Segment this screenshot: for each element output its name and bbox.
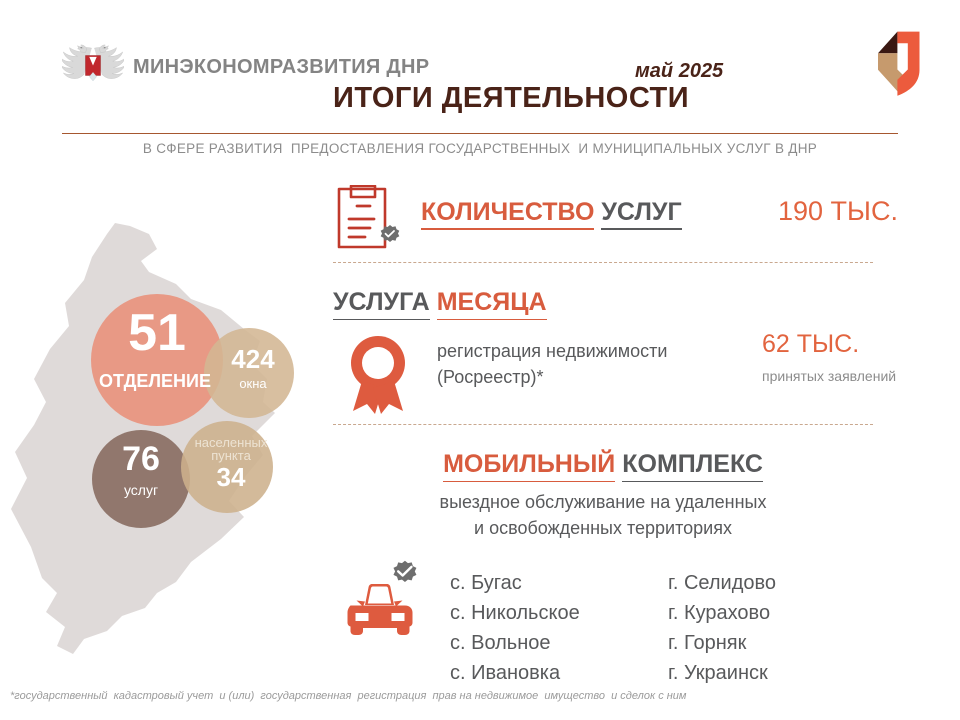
svg-text:окна: окна <box>239 376 267 391</box>
svg-text:пункта: пункта <box>211 448 251 463</box>
svg-text:76: 76 <box>122 440 160 478</box>
svg-text:424: 424 <box>231 344 275 374</box>
svg-text:51: 51 <box>128 304 186 362</box>
svg-text:ОТДЕЛЕНИЕ: ОТДЕЛЕНИЕ <box>99 371 211 391</box>
svg-text:услуг: услуг <box>124 482 158 498</box>
svg-text:34: 34 <box>217 462 246 492</box>
